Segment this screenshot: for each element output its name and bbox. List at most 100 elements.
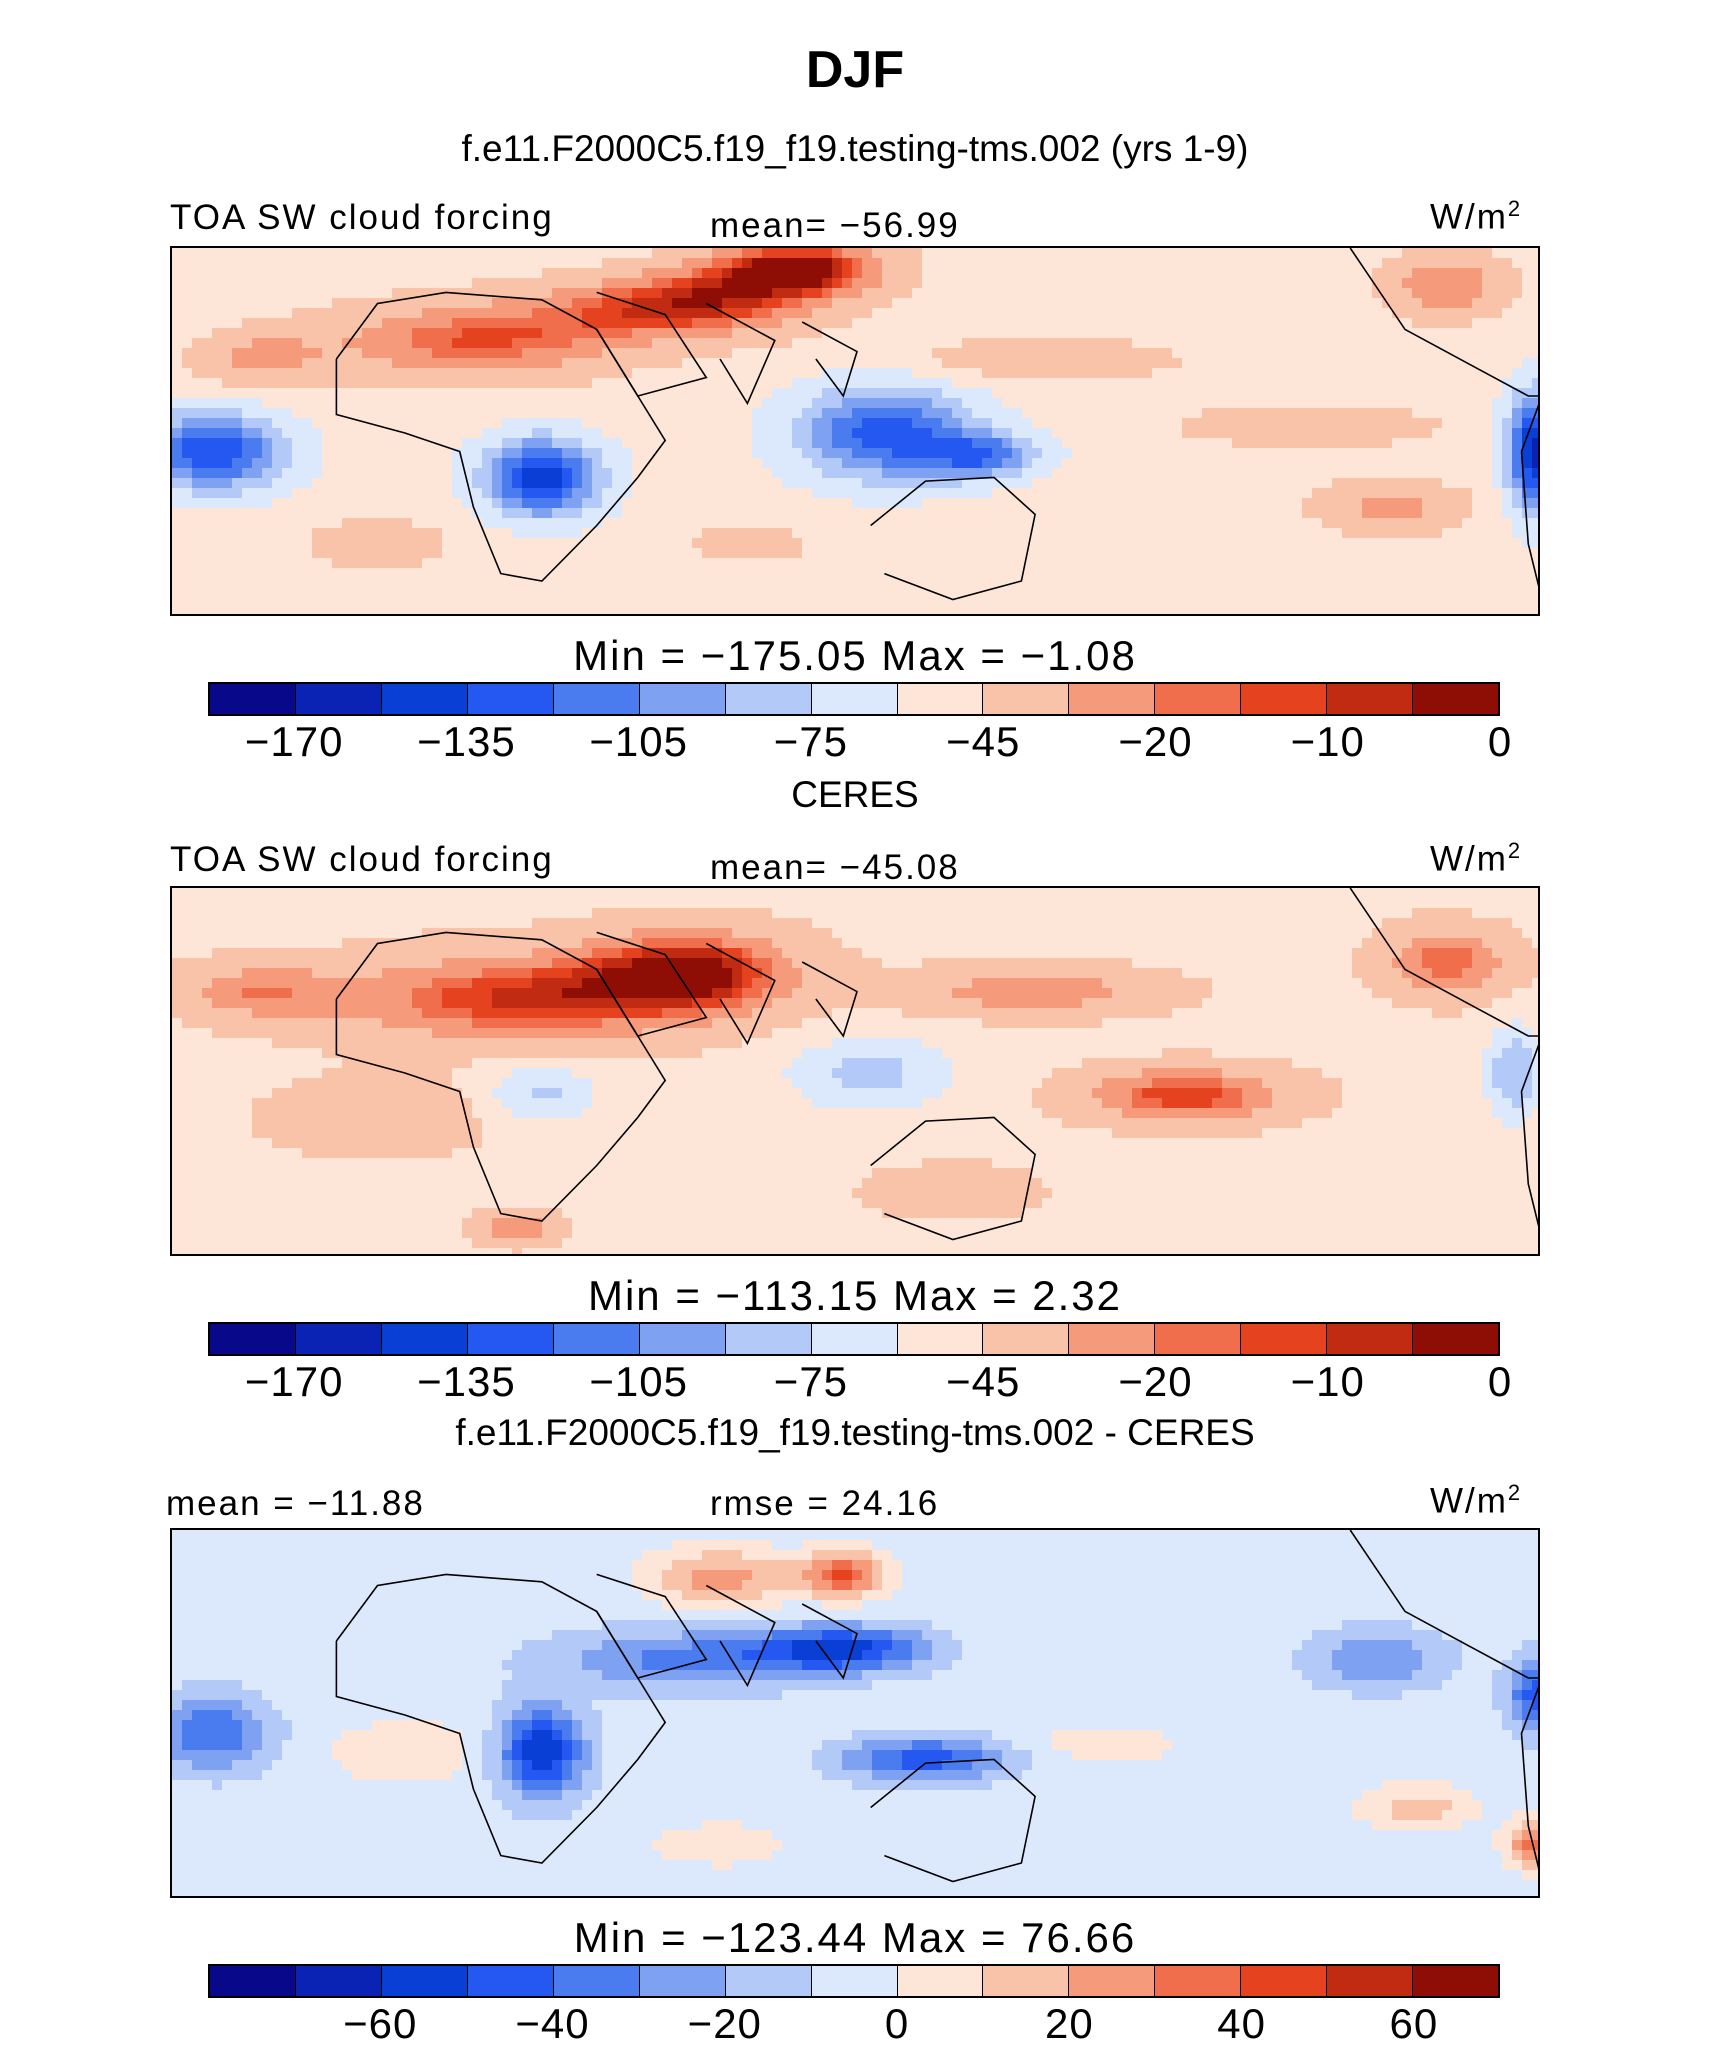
field-cell [922,408,933,419]
field-cell [312,298,323,309]
field-cell [1292,348,1303,359]
field-cell [762,278,773,289]
field-cell [652,478,663,489]
field-cell [1092,338,1103,349]
field-cell [822,278,833,289]
field-cell [432,258,443,269]
field-cell [582,288,593,299]
field-cell [262,438,273,449]
field-cell [722,468,733,479]
field-cell [1232,438,1243,449]
field-cell [592,578,603,589]
field-cell [382,548,393,559]
field-cell [712,508,723,519]
field-cell [962,548,973,559]
field-cell [1032,548,1043,559]
field-cell [392,528,403,539]
field-cell [1322,578,1333,589]
field-cell [862,498,873,509]
field-cell [1472,248,1483,259]
field-cell [1212,388,1223,399]
field-cell [1482,598,1493,609]
field-cell [1302,338,1313,349]
field-cell [892,428,903,439]
field-cell [1502,338,1513,349]
field-cell [602,358,613,369]
field-cell [572,438,583,449]
field-cell [242,308,253,319]
field-cell [1182,448,1193,459]
field-cell [302,478,313,489]
field-cell [822,248,833,259]
field-cell [1372,578,1383,589]
field-cell [902,388,913,399]
field-cell [1132,508,1143,519]
field-cell [922,358,933,369]
field-cell [1062,248,1073,259]
field-cell [692,408,703,419]
field-cell [1322,398,1333,409]
field-cell [472,438,483,449]
field-cell [672,588,683,599]
field-cell [1522,358,1533,369]
field-cell [1092,578,1103,589]
field-cell [672,368,683,379]
field-cell [702,488,713,499]
field-cell [1042,488,1053,499]
field-cell [1422,428,1433,439]
field-cell [362,588,373,599]
field-cell [262,378,273,389]
field-cell [1162,478,1173,489]
field-cell [172,408,183,419]
field-cell [642,338,653,349]
field-cell [402,488,413,499]
field-cell [682,528,693,539]
field-cell [1002,518,1013,529]
field-cell [672,418,683,429]
field-cell [1412,308,1423,319]
field-cell [1012,438,1023,449]
field-cell [1392,478,1403,489]
field-cell [832,598,843,609]
field-cell [1412,318,1423,329]
field-cell [1152,448,1163,459]
field-cell [1442,548,1453,559]
field-cell [1102,508,1113,519]
field-cell [232,508,243,519]
field-cell [342,538,353,549]
field-cell [1312,278,1323,289]
field-cell [1242,598,1253,609]
field-cell [172,438,183,449]
field-cell [1052,558,1063,569]
field-cell [512,488,523,499]
field-cell [1152,278,1163,289]
field-cell [532,488,543,499]
field-cell [1152,368,1163,379]
field-cell [542,288,553,299]
field-cell [992,488,1003,499]
field-cell [772,408,783,419]
field-cell [1022,258,1033,269]
field-cell [402,458,413,469]
field-cell [562,598,573,609]
field-cell [1392,568,1403,579]
field-cell [1392,448,1403,459]
field-cell [332,308,343,319]
field-cell [982,398,993,409]
field-cell [1262,578,1273,589]
field-cell [1112,548,1123,559]
field-cell [1362,528,1373,539]
field-cell [1482,478,1493,489]
field-cell [322,328,333,339]
field-cell [1142,278,1153,289]
field-cell [982,498,993,509]
field-cell [852,508,863,519]
field-cell [872,278,883,289]
field-cell [552,558,563,569]
field-cell [1532,418,1538,429]
field-cell [452,248,463,259]
field-cell [892,388,903,399]
field-cell [962,518,973,529]
field-cell [1142,318,1153,329]
field-cell [372,478,383,489]
